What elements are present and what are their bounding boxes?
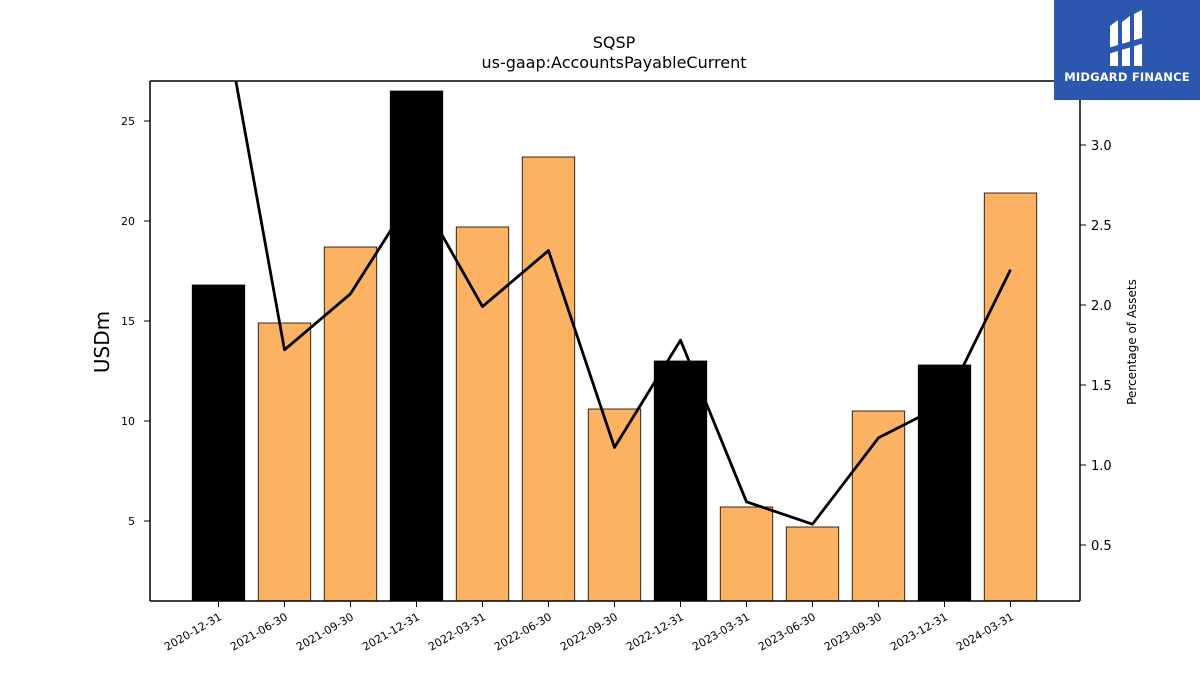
y-tick-label: 15: [121, 315, 135, 328]
y2-tick-label: 0.5: [1091, 539, 1112, 554]
x-tick-label: 2022-03-31: [426, 610, 488, 653]
bar-2022-03-31: [455, 226, 510, 602]
x-tick-label: 2023-12-31: [888, 610, 950, 653]
y-tick-label: 25: [121, 115, 135, 128]
y2-tick-label: 2.5: [1091, 219, 1112, 234]
y2-tick-label: 2.0: [1091, 299, 1112, 314]
bar-2023-06-30: [785, 526, 840, 602]
y-axis-label: USDm: [90, 311, 114, 373]
chart-subtitle: us-gaap:AccountsPayableCurrent: [481, 53, 746, 72]
x-tick-label: 2022-09-30: [558, 610, 620, 653]
x-tick-label: 2022-06-30: [492, 610, 554, 653]
bar-2023-03-31: [719, 506, 774, 602]
x-tick-label: 2020-12-31: [162, 610, 224, 653]
y-tick-label: 5: [128, 515, 135, 528]
y-tick-label: 20: [121, 215, 135, 228]
x-tick-label: 2021-09-30: [294, 610, 356, 653]
bar-2022-06-30: [521, 156, 576, 602]
bar-2021-06-30: [257, 322, 312, 602]
y-tick-label: 10: [121, 415, 135, 428]
bar-2022-12-31: [653, 360, 708, 602]
bar-2024-03-31: [983, 192, 1038, 602]
x-tick-label: 2023-03-31: [690, 610, 752, 653]
x-tick-label: 2024-03-31: [954, 610, 1016, 653]
brand-logo: MIDGARD FINANCE: [1054, 0, 1200, 100]
bar-2021-09-30: [323, 246, 378, 602]
y2-tick-label: 3.0: [1091, 139, 1112, 154]
y2-tick-label: 1.5: [1091, 379, 1112, 394]
pct-of-assets-line: [234, 81, 1012, 526]
brand-name: MIDGARD FINANCE: [1064, 70, 1190, 84]
x-tick-label: 2021-12-31: [360, 610, 422, 653]
chart-title: SQSP: [593, 33, 636, 52]
y2-axis-label: Percentage of Assets: [1125, 279, 1139, 405]
bar-2023-12-31: [917, 364, 972, 602]
logo-icon: [1108, 10, 1148, 66]
bar-2021-12-31: [389, 90, 444, 602]
bar-2022-09-30: [587, 408, 642, 602]
x-tick-label: 2022-12-31: [624, 610, 686, 653]
x-tick-label: 2023-06-30: [756, 610, 818, 653]
x-tick-label: 2021-06-30: [228, 610, 290, 653]
y2-tick-label: 1.0: [1091, 459, 1112, 474]
x-tick-label: 2023-09-30: [822, 610, 884, 653]
bar-2020-12-31: [191, 284, 246, 602]
bar-2023-09-30: [851, 410, 906, 602]
